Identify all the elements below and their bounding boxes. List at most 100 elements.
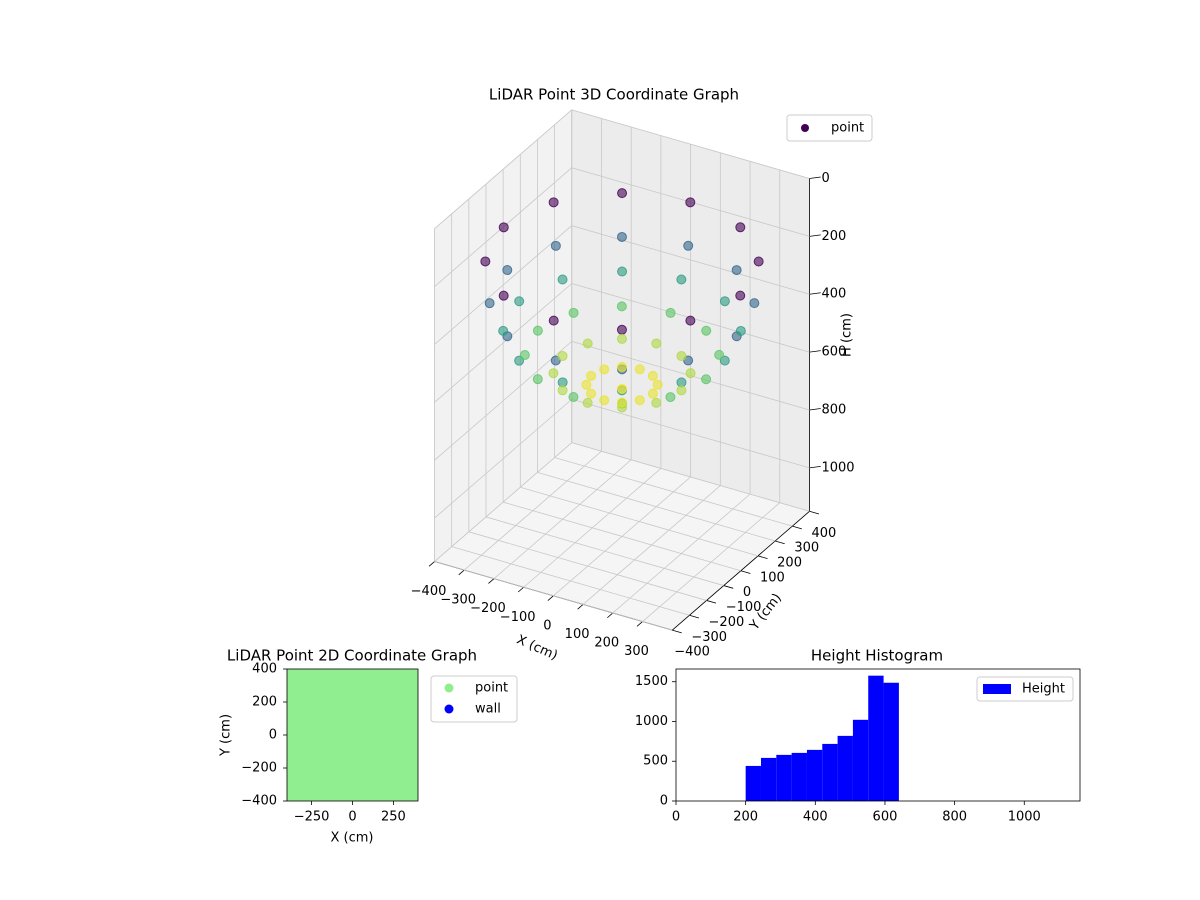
x-tick-label: −250: [294, 810, 330, 825]
point: [498, 222, 509, 233]
tick-mark: [547, 595, 554, 601]
point: [616, 231, 627, 242]
point: [685, 315, 696, 326]
y-tick-label: 300: [794, 541, 819, 556]
z-axis-label: H (cm): [840, 313, 855, 357]
point: [749, 298, 760, 309]
point: [548, 197, 559, 208]
tick-mark: [809, 292, 821, 295]
tick-mark: [740, 570, 751, 574]
tick-mark: [757, 555, 768, 559]
legend-label: wall: [475, 702, 501, 717]
y-tick-label: −100: [726, 600, 762, 615]
bar: [852, 719, 869, 801]
point: [685, 197, 696, 208]
grid-line: [537, 471, 776, 542]
z-tick-label: 400: [821, 287, 846, 302]
bar: [760, 757, 777, 801]
tick-mark: [792, 525, 802, 530]
y-tick-label: 400: [811, 526, 836, 541]
point: [617, 266, 628, 277]
x-tick-label: −300: [440, 593, 476, 608]
x-axis-label: X (cm): [331, 831, 374, 846]
tick-mark: [488, 578, 495, 584]
point: [519, 350, 530, 361]
point: [651, 338, 662, 349]
point: [617, 383, 627, 394]
point: [406, 669, 418, 681]
grid-line: [434, 225, 573, 345]
point: [616, 301, 627, 312]
bar: [776, 754, 792, 801]
point: [647, 388, 658, 399]
point: [484, 298, 495, 309]
legend-label: point: [475, 681, 508, 696]
y-tick-label: 0: [269, 728, 277, 743]
point: [676, 351, 687, 362]
point: [581, 379, 592, 390]
y-tick-label: −400: [674, 645, 710, 660]
point: [586, 370, 597, 381]
plot-area: [287, 669, 418, 801]
point: [617, 397, 628, 408]
grid-line: [434, 283, 573, 403]
point: [647, 370, 658, 381]
y-tick-label: 1500: [635, 674, 668, 689]
x-axis-label: X (cm): [514, 632, 559, 663]
point: [568, 391, 579, 402]
point: [548, 315, 559, 326]
bar: [837, 735, 853, 801]
point: [719, 296, 730, 307]
point: [532, 325, 543, 336]
z-tick-label: 200: [821, 229, 846, 244]
point: [480, 256, 491, 267]
y-tick-label: 0: [743, 585, 751, 600]
z-tick-label: 600: [821, 345, 846, 360]
grid-line: [434, 398, 573, 519]
tick-mark: [706, 600, 717, 604]
tick-mark: [809, 510, 820, 515]
point: [557, 351, 568, 362]
x-tick-label: 400: [803, 810, 828, 825]
point: [735, 290, 746, 301]
y-tick-label: 200: [252, 695, 277, 710]
tick-mark: [517, 586, 524, 593]
grid-line: [554, 457, 793, 527]
chart-title: Height Histogram: [811, 647, 943, 665]
grid-line: [434, 109, 573, 230]
x-tick-label: 300: [624, 644, 649, 659]
point: [652, 379, 663, 390]
chart-title: LiDAR Point 3D Coordinate Graph: [489, 86, 739, 104]
point: [502, 265, 513, 276]
point: [683, 240, 694, 251]
grid-line: [571, 398, 810, 469]
grid-line: [434, 442, 573, 562]
grid-line: [520, 486, 759, 557]
x-tick-label: −200: [470, 601, 506, 616]
x-tick-label: 0: [348, 810, 356, 825]
point: [568, 307, 579, 318]
point: [714, 349, 725, 360]
point: [557, 274, 568, 285]
point: [735, 222, 746, 233]
point: [701, 325, 712, 336]
y-tick-label: −200: [709, 615, 745, 630]
point: [617, 188, 628, 199]
y-tick-label: −400: [241, 794, 277, 809]
y-tick-label: 400: [252, 662, 277, 677]
tick-mark: [809, 408, 821, 411]
y-axis-label: Y (cm): [219, 714, 234, 757]
x-tick-label: −100: [500, 610, 536, 625]
x-tick-label: 1000: [1008, 810, 1041, 825]
y-tick-label: 100: [760, 570, 785, 585]
point: [676, 385, 687, 396]
point: [550, 355, 561, 366]
grid-line: [503, 501, 741, 572]
bar: [883, 682, 899, 801]
grid-line: [434, 341, 573, 461]
point: [735, 325, 746, 336]
point: [586, 388, 597, 399]
legend-swatch: [983, 684, 1011, 694]
z-tick-label: 1000: [821, 460, 854, 475]
bar: [868, 675, 884, 801]
